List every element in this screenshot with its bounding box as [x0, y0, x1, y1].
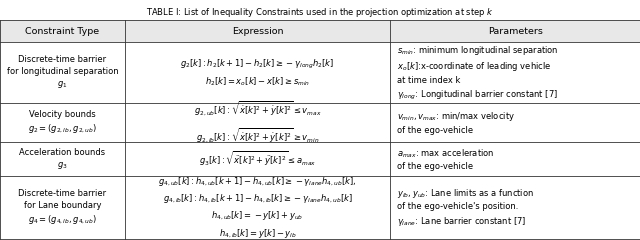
- Bar: [0, 20, 640, 42]
- Text: Discrete-time barrier
for Lane boundary
$g_4 = (g_{4,lb}, g_{4,ub})$: Discrete-time barrier for Lane boundary …: [19, 189, 106, 226]
- Text: Discrete-time barrier
for longitudinal separation
$g_1$: Discrete-time barrier for longitudinal s…: [6, 55, 118, 90]
- Text: $g_2[k]: h_2[k+1] - h_2[k] \geq -\gamma_{long}h_2[k]$
$h_2[k] = x_o[k] - x[k] \g: $g_2[k]: h_2[k+1] - h_2[k] \geq -\gamma_…: [180, 58, 335, 88]
- Text: $g_{4,ub}[k]: h_{4,ub}[k+1] - h_{4,ub}[k] \geq -\gamma_{lane}h_{4,ub}[k],$
$g_{4: $g_{4,ub}[k]: h_{4,ub}[k+1] - h_{4,ub}[k…: [158, 175, 357, 240]
- Text: Parameters: Parameters: [488, 27, 543, 36]
- Text: $y_{lb}, y_{ub}$: Lane limits as a function
of the ego-vehicle's position.
$\gam: $y_{lb}, y_{ub}$: Lane limits as a funct…: [397, 187, 534, 228]
- Text: Expression: Expression: [232, 27, 284, 36]
- Text: $v_{min}, v_{max}$: min/max velocity
of the ego-vehicle: $v_{min}, v_{max}$: min/max velocity of …: [397, 110, 515, 135]
- Text: $s_{min}$: minimum longitudinal separation
$x_o[k]$:x-coordinate of leading vehi: $s_{min}$: minimum longitudinal separati…: [397, 44, 558, 102]
- Text: TABLE I: List of Inequality Constraints used in the projection optimization at s: TABLE I: List of Inequality Constraints …: [146, 6, 494, 19]
- Text: $g_{2,ub}[k]: \sqrt{\dot{x}[k]^2 + \dot{y}[k]^2} \leq v_{max}$
$g_{2,lb}[k]: \sq: $g_{2,ub}[k]: \sqrt{\dot{x}[k]^2 + \dot{…: [194, 100, 321, 146]
- Text: $a_{max}$: max acceleration
of the ego-vehicle: $a_{max}$: max acceleration of the ego-v…: [397, 147, 494, 171]
- Text: Constraint Type: Constraint Type: [26, 27, 99, 36]
- Text: Velocity bounds
$g_2 = (g_{2,lb}, g_{2,ub})$: Velocity bounds $g_2 = (g_{2,lb}, g_{2,u…: [28, 110, 97, 136]
- Text: Acceleration bounds
$g_3$: Acceleration bounds $g_3$: [19, 148, 106, 171]
- Text: $g_3[k]: \sqrt{\ddot{x}[k]^2 + \ddot{y}[k]^2} \leq a_{max}$: $g_3[k]: \sqrt{\ddot{x}[k]^2 + \ddot{y}[…: [199, 150, 316, 169]
